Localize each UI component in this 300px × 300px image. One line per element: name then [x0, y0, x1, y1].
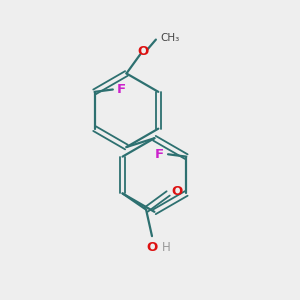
- Text: F: F: [154, 148, 164, 161]
- Text: H: H: [161, 242, 170, 254]
- Text: O: O: [146, 242, 158, 254]
- Text: F: F: [117, 83, 126, 96]
- Text: O: O: [172, 185, 183, 199]
- Text: O: O: [137, 45, 148, 58]
- Text: CH₃: CH₃: [160, 33, 180, 43]
